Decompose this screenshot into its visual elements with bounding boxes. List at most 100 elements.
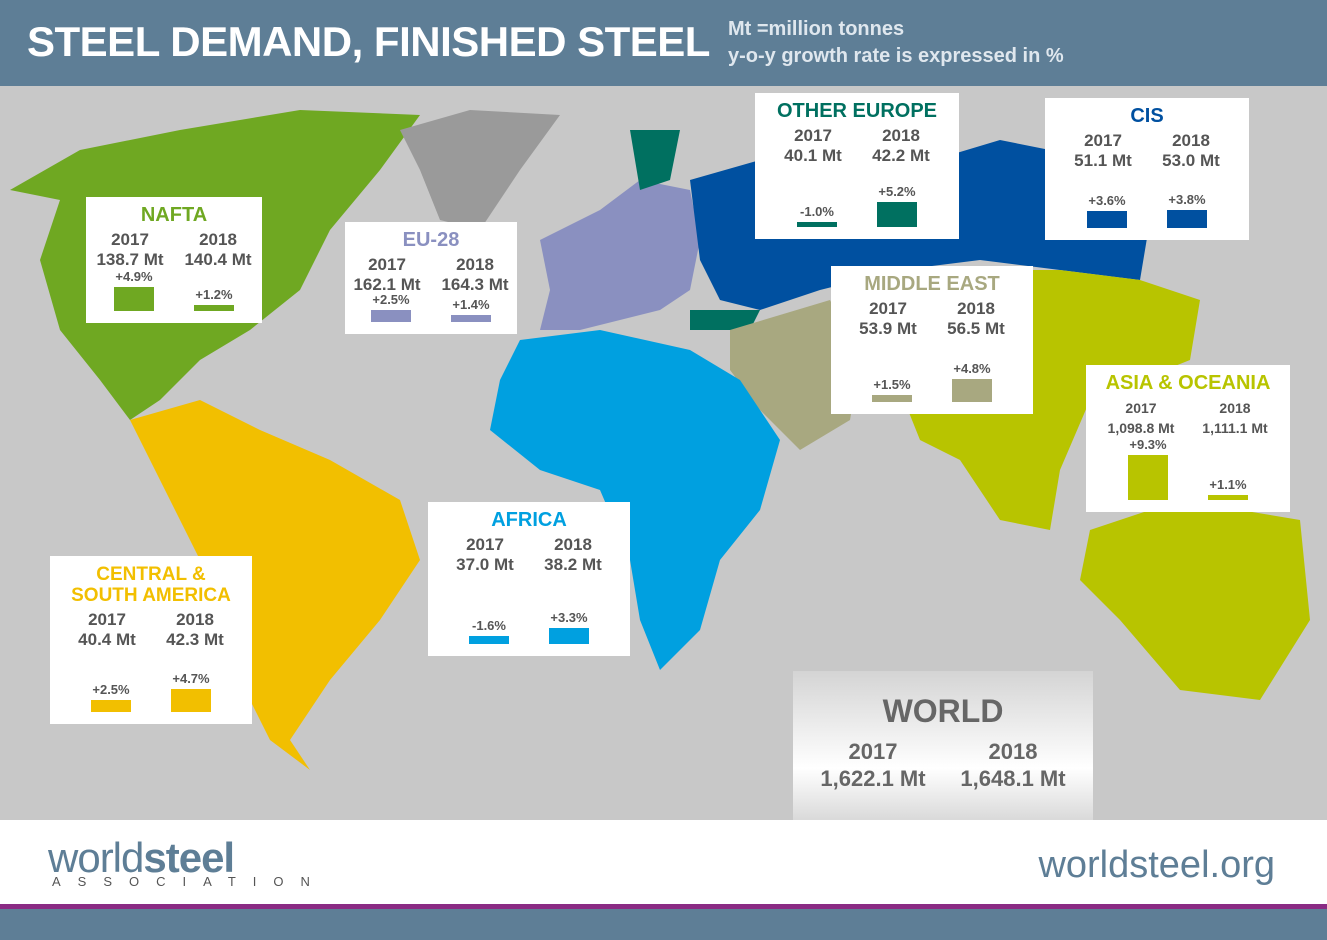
growth-bar-2017: +2.5%	[91, 682, 131, 712]
logo-subtitle: ASSOCIATION	[52, 874, 327, 889]
growth-bar-2017: +9.3%	[1128, 437, 1168, 500]
website-link[interactable]: worldsteel.org	[1038, 844, 1275, 886]
growth-bar-fill	[371, 310, 411, 322]
growth-bar-2018: +4.8%	[952, 361, 992, 402]
growth-bar-2017: +3.6%	[1087, 193, 1127, 228]
growth-bar-2018: +3.8%	[1167, 192, 1207, 228]
growth-label: +4.9%	[115, 269, 153, 285]
value-2018: 1,111.1 Mt	[1202, 420, 1268, 436]
growth-label: -1.0%	[800, 204, 834, 219]
region-box: MIDDLE EAST 2017 53.9 Mt 2018 56.5 Mt +1.5…	[831, 266, 1033, 414]
growth-bar-fill	[872, 394, 912, 402]
value-2018: 42.3 Mt	[166, 630, 224, 649]
year-2018: 2018	[199, 230, 237, 249]
bottom-bar	[0, 909, 1327, 940]
region-box: AFRICA 2017 37.0 Mt 2018 38.2 Mt -1.6% +3.3…	[428, 502, 630, 656]
value-2017: 162.1 Mt	[353, 275, 421, 294]
growth-bar-fill	[469, 636, 509, 644]
region-box: CENTRAL & SOUTH AMERICA 2017 40.4 Mt 2018…	[50, 556, 252, 724]
growth-bar-fill	[549, 628, 589, 644]
value-2017: 1,098.8 Mt	[1107, 420, 1175, 436]
region-eu28	[540, 180, 700, 330]
year-2018: 2018	[1219, 400, 1251, 416]
worldsteel-logo: worldsteel	[48, 834, 235, 881]
year-2017: 2017	[111, 230, 149, 249]
growth-label: +3.3%	[550, 610, 588, 626]
growth-label: +1.2%	[195, 287, 233, 303]
region-name: OTHER EUROPE	[776, 100, 938, 122]
year-2017: 2017	[794, 126, 832, 145]
growth-label: -1.6%	[472, 618, 506, 634]
growth-label: +3.8%	[1168, 191, 1206, 207]
region-middle-east	[730, 300, 860, 450]
value-2018: 140.4 Mt	[184, 250, 252, 269]
world-title: WORLD	[882, 693, 1004, 729]
unit-note: Mt =million tonnes	[728, 18, 905, 40]
year-2017: 2017	[368, 255, 406, 274]
value-2018: 42.2 Mt	[872, 146, 930, 165]
growth-label: +1.5%	[873, 376, 911, 392]
world-year-2017: 2017	[848, 739, 898, 764]
region-box: NAFTA 2017 138.7 Mt 2018 140.4 Mt +4.9% +1.…	[86, 197, 262, 323]
growth-bar-2018: +1.4%	[451, 297, 491, 322]
year-2018: 2018	[882, 126, 920, 145]
year-2018: 2018	[957, 299, 995, 318]
growth-label: +4.7%	[172, 671, 210, 687]
growth-label: +9.3%	[1129, 437, 1167, 453]
region-box: CIS 2017 51.1 Mt 2018 53.0 Mt +3.6% +3.8%	[1045, 98, 1249, 240]
region-africa	[490, 330, 780, 670]
growth-label: +4.8%	[953, 360, 991, 376]
value-2017: 138.7 Mt	[96, 250, 164, 269]
header: STEEL DEMAND, FINISHED STEEL Mt =million…	[0, 0, 1327, 86]
growth-label: +2.5%	[372, 292, 410, 307]
region-name: MIDDLE EAST	[864, 273, 1000, 295]
growth-bar-2018: +4.7%	[171, 671, 211, 712]
value-2017: 40.1 Mt	[784, 146, 842, 165]
growth-bar-fill	[952, 378, 992, 402]
value-2018: 53.0 Mt	[1162, 151, 1220, 170]
year-2018: 2018	[456, 255, 494, 274]
value-2018: 56.5 Mt	[947, 319, 1005, 338]
value-2017: 37.0 Mt	[456, 555, 514, 574]
notes: Mt =million tonnes y-o-y growth rate is …	[728, 16, 1064, 70]
growth-bar-fill	[1208, 494, 1248, 500]
growth-bar-2018: +1.2%	[194, 287, 234, 311]
growth-bar-fill	[91, 700, 131, 712]
growth-bar-fill	[797, 222, 837, 227]
value-2018: 38.2 Mt	[544, 555, 602, 574]
world-box: WORLD 2017 1,622.1 Mt 2018 1,648.1 Mt	[793, 671, 1093, 833]
year-2018: 2018	[176, 610, 214, 629]
region-other-europe	[630, 130, 760, 330]
region-name: AFRICA	[491, 509, 567, 531]
growth-bar-2017: +4.9%	[114, 269, 154, 311]
region-name: CIS	[1130, 105, 1164, 127]
growth-note: y-o-y growth rate is expressed in %	[728, 45, 1064, 67]
region-central-south-america	[130, 400, 420, 770]
growth-bar-2018: +1.1%	[1208, 477, 1248, 500]
growth-label: +3.6%	[1088, 192, 1126, 208]
growth-bar-fill	[114, 287, 154, 311]
growth-label: +5.2%	[878, 184, 916, 200]
region-name: ASIA & OCEANIA	[1105, 372, 1271, 394]
page-title: STEEL DEMAND, FINISHED STEEL	[27, 18, 710, 65]
year-2017: 2017	[88, 610, 126, 629]
growth-bar-2017: -1.6%	[469, 618, 509, 644]
growth-bar-2017: +1.5%	[872, 377, 912, 402]
growth-bar-fill	[194, 305, 234, 311]
growth-bar-fill	[877, 202, 917, 227]
growth-bar-fill	[1087, 210, 1127, 228]
world-value-2017: 1,622.1 Mt	[820, 766, 926, 791]
region-name: EU-28	[402, 229, 460, 251]
value-2017: 40.4 Mt	[78, 630, 136, 649]
growth-bar-2017: -1.0%	[797, 204, 837, 227]
year-2017: 2017	[466, 535, 504, 554]
growth-bar-fill	[451, 315, 491, 322]
region-name: CENTRAL & SOUTH AMERICA	[71, 564, 231, 606]
value-2018: 164.3 Mt	[441, 275, 509, 294]
region-box: OTHER EUROPE 2017 40.1 Mt 2018 42.2 Mt -1.…	[755, 93, 959, 239]
value-2017: 51.1 Mt	[1074, 151, 1132, 170]
region-box: ASIA & OCEANIA 2017 1,098.8 Mt 2018 1,111.…	[1086, 365, 1290, 512]
year-2018: 2018	[554, 535, 592, 554]
value-2017: 53.9 Mt	[859, 319, 917, 338]
growth-bar-2017: +2.5%	[371, 292, 411, 322]
